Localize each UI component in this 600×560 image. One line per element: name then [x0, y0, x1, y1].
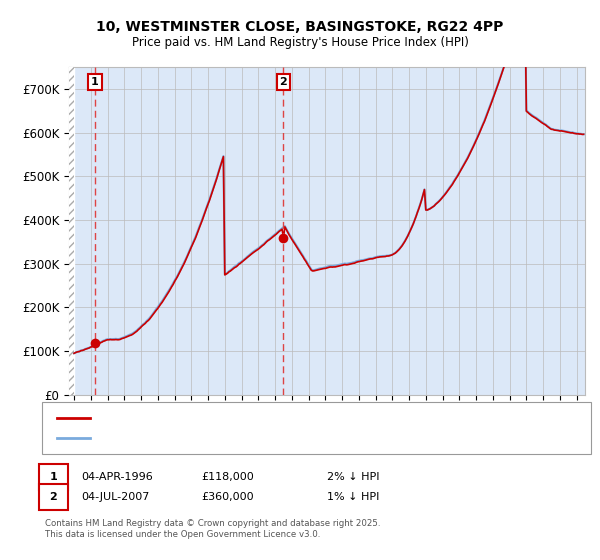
Text: 2: 2	[280, 77, 287, 87]
Text: 04-JUL-2007: 04-JUL-2007	[81, 492, 149, 502]
Text: £118,000: £118,000	[201, 472, 254, 482]
Text: 2: 2	[50, 492, 57, 502]
Text: £360,000: £360,000	[201, 492, 254, 502]
Text: 1% ↓ HPI: 1% ↓ HPI	[327, 492, 379, 502]
Text: Contains HM Land Registry data © Crown copyright and database right 2025.
This d: Contains HM Land Registry data © Crown c…	[45, 519, 380, 539]
Text: 04-APR-1996: 04-APR-1996	[81, 472, 153, 482]
Polygon shape	[69, 67, 74, 395]
Text: 1: 1	[91, 77, 99, 87]
Text: Price paid vs. HM Land Registry's House Price Index (HPI): Price paid vs. HM Land Registry's House …	[131, 36, 469, 49]
Text: HPI: Average price, detached house, Basingstoke and Deane: HPI: Average price, detached house, Basi…	[96, 433, 392, 443]
Text: 10, WESTMINSTER CLOSE, BASINGSTOKE, RG22 4PP: 10, WESTMINSTER CLOSE, BASINGSTOKE, RG22…	[97, 20, 503, 34]
Text: 10, WESTMINSTER CLOSE, BASINGSTOKE, RG22 4PP (detached house): 10, WESTMINSTER CLOSE, BASINGSTOKE, RG22…	[96, 413, 440, 423]
Text: 2% ↓ HPI: 2% ↓ HPI	[327, 472, 380, 482]
Text: 1: 1	[50, 472, 57, 482]
